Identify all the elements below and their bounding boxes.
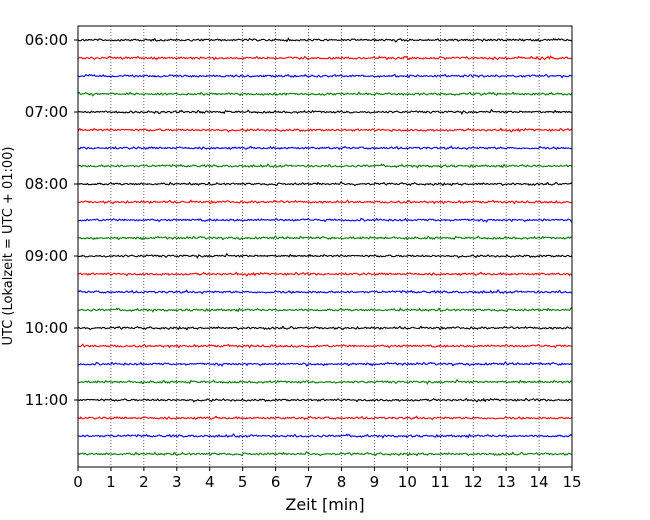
trace-0730 <box>77 145 573 151</box>
seismogram-traces <box>77 37 573 457</box>
x-tick-label-7: 7 <box>304 473 314 491</box>
trace-0845 <box>77 235 573 241</box>
trace-1000 <box>77 325 573 331</box>
trace-1130 <box>77 433 573 439</box>
x-tick-label-14: 14 <box>530 473 549 491</box>
y-tick-label-0700: 07:00 <box>25 103 68 121</box>
x-tick-label-1: 1 <box>106 473 116 491</box>
trace-0800 <box>77 180 573 187</box>
trace-0815 <box>77 199 573 205</box>
x-tick-label-6: 6 <box>271 473 281 491</box>
y-tick-label-1100: 11:00 <box>25 391 68 409</box>
trace-0630 <box>77 73 573 79</box>
y-axis-label: UTC (Lokalzeit = UTC + 01:00) <box>1 147 16 346</box>
trace-0645 <box>77 91 573 97</box>
x-tick-label-3: 3 <box>172 473 182 491</box>
x-tick-label-5: 5 <box>238 473 248 491</box>
x-tick-label-2: 2 <box>139 473 149 491</box>
y-tick-label-0600: 06:00 <box>25 31 68 49</box>
y-axis-ticks: 06:00 07:00 08:00 09:00 10:00 11:00 <box>25 31 78 409</box>
x-tick-label-10: 10 <box>398 473 417 491</box>
x-axis-label: Zeit [min] <box>285 495 364 514</box>
x-tick-label-12: 12 <box>464 473 483 491</box>
x-tick-label-0: 0 <box>73 473 83 491</box>
trace-1030 <box>77 361 573 367</box>
x-tick-label-8: 8 <box>337 473 347 491</box>
x-tick-label-11: 11 <box>431 473 450 491</box>
trace-1045 <box>77 378 573 385</box>
trace-0830 <box>77 217 573 223</box>
x-tick-label-13: 13 <box>497 473 516 491</box>
plot-frame <box>77 25 573 468</box>
trace-1015 <box>77 343 573 349</box>
x-tick-label-4: 4 <box>205 473 215 491</box>
trace-0900 <box>77 252 573 259</box>
trace-0700 <box>77 108 573 115</box>
trace-0945 <box>77 306 573 313</box>
trace-0930 <box>77 289 573 295</box>
y-tick-label-1000: 10:00 <box>25 319 68 337</box>
trace-0615 <box>77 54 573 61</box>
trace-0915 <box>77 271 573 277</box>
trace-1145 <box>77 450 573 457</box>
trace-1100 <box>77 397 573 403</box>
trace-0745 <box>77 163 573 169</box>
y-tick-label-0800: 08:00 <box>25 175 68 193</box>
x-tick-label-9: 9 <box>370 473 380 491</box>
trace-0715 <box>77 127 573 133</box>
trace-1115 <box>77 415 573 421</box>
y-tick-label-0900: 09:00 <box>25 247 68 265</box>
x-axis-ticks: 0 1 2 3 4 5 6 7 8 9 10 11 12 13 14 15 <box>73 467 582 491</box>
trace-0600 <box>77 37 573 43</box>
x-tick-label-15: 15 <box>562 473 581 491</box>
